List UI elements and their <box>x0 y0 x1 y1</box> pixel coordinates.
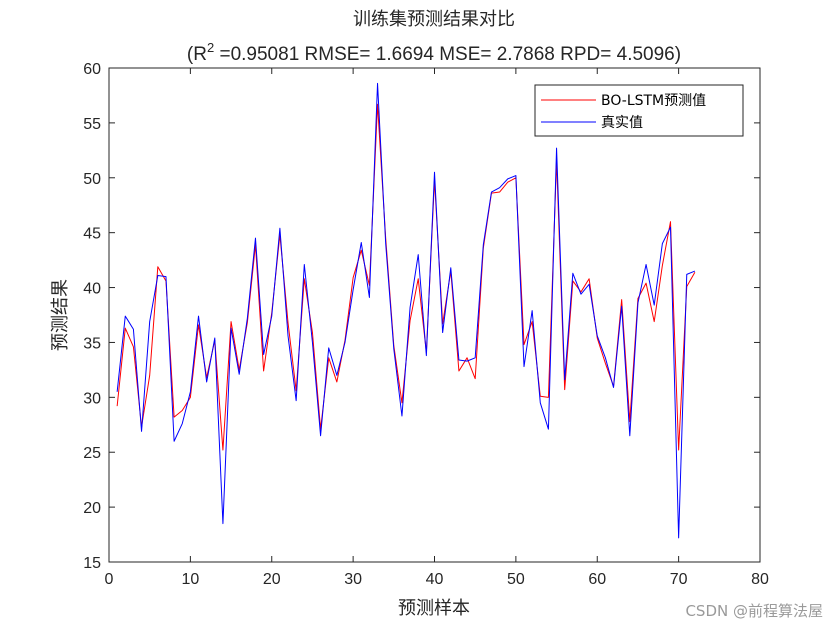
x-tick-label: 50 <box>507 571 525 588</box>
subtitle-r-superscript: 2 <box>207 40 214 55</box>
series-lines <box>116 82 696 539</box>
x-tick-label: 80 <box>751 571 769 588</box>
x-axis-ticks: 0 10 20 30 40 50 60 70 80 <box>105 68 769 588</box>
x-axis-label: 预测样本 <box>398 598 470 619</box>
x-tick-label: 60 <box>588 571 606 588</box>
plot-area <box>108 67 761 563</box>
y-tick-label: 55 <box>83 116 101 133</box>
y-tick-label: 30 <box>83 390 101 407</box>
series-line-actual <box>116 82 696 539</box>
x-tick-label: 40 <box>426 571 444 588</box>
legend: BO-LSTM预测值 真实值 <box>534 84 744 137</box>
subtitle-metrics: =0.95081 RMSE= 1.6694 MSE= 2.7868 RPD= 4… <box>214 44 681 65</box>
y-axis-label: 预测结果 <box>50 279 71 351</box>
y-tick-label: 35 <box>83 335 101 352</box>
legend-label-actual: 真实值 <box>601 115 643 131</box>
legend-box <box>534 84 744 137</box>
watermark: CSDN @前程算法屋 <box>685 602 823 620</box>
x-tick-label: 10 <box>181 571 199 588</box>
y-tick-label: 60 <box>83 61 101 78</box>
y-tick-label: 25 <box>83 445 101 462</box>
x-tick-label: 0 <box>105 571 114 588</box>
y-tick-label: 15 <box>83 555 101 572</box>
y-tick-label: 50 <box>83 171 101 188</box>
x-tick-label: 20 <box>263 571 281 588</box>
legend-label-prediction: BO-LSTM预测值 <box>601 93 706 109</box>
y-tick-label: 20 <box>83 500 101 517</box>
subtitle-r-prefix: (R <box>187 44 207 65</box>
y-axis-ticks: 15 20 25 30 35 40 45 50 55 60 <box>83 61 760 572</box>
x-tick-label: 30 <box>344 571 362 588</box>
y-tick-label: 45 <box>83 226 101 243</box>
x-tick-label: 70 <box>670 571 688 588</box>
chart-subtitle: (R2 =0.95081 RMSE= 1.6694 MSE= 2.7868 RP… <box>187 40 681 65</box>
chart-title: 训练集预测结果对比 <box>353 9 515 30</box>
y-tick-label: 40 <box>83 281 101 298</box>
